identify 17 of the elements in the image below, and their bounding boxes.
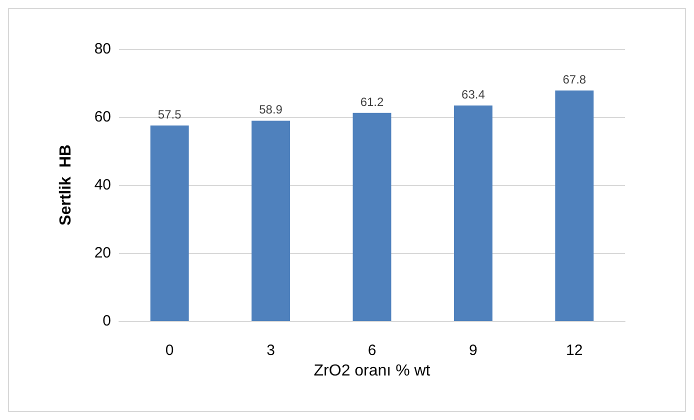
x-axis-title: ZrO2 oranı % wt [314, 362, 431, 380]
y-tick-label: 60 [94, 108, 111, 126]
data-label: 58.9 [259, 102, 283, 117]
y-tick-label: 0 [102, 312, 111, 330]
y-axis-title: Sertlik HB [58, 144, 74, 226]
y-tick-label: 80 [94, 40, 111, 58]
data-label: 67.8 [562, 72, 586, 86]
y-tick-label: 40 [94, 176, 111, 194]
x-tick-label: 12 [566, 342, 583, 359]
data-label: 63.4 [462, 87, 486, 102]
x-tick-label: 0 [165, 342, 174, 359]
x-tick-label: 6 [368, 342, 376, 359]
data-label: 61.2 [360, 94, 384, 109]
data-label: 57.5 [158, 108, 182, 122]
x-tick-label: 9 [469, 342, 478, 359]
y-tick-label: 20 [94, 244, 111, 262]
x-tick-label: 3 [266, 342, 275, 359]
